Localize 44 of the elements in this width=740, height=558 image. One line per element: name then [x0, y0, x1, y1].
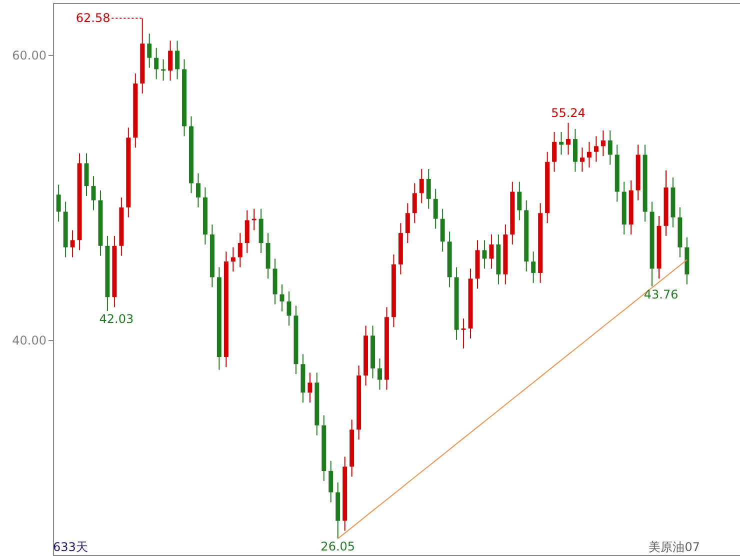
candlestick — [175, 40, 180, 80]
candlestick — [552, 131, 557, 172]
candlestick — [608, 130, 612, 166]
candlestick — [426, 168, 431, 210]
candlestick — [419, 168, 424, 204]
annotation: 42.03 — [99, 312, 134, 326]
candlestick — [154, 47, 159, 80]
candlestick — [573, 128, 578, 172]
candlestick — [586, 141, 592, 168]
candlestick — [433, 188, 438, 230]
candlestick — [161, 58, 166, 82]
candlestick — [405, 202, 410, 244]
candlestick — [244, 210, 250, 254]
candlestick — [238, 232, 242, 268]
annotation: 美原油07 — [648, 540, 700, 554]
annotation: 43.76 — [644, 287, 678, 302]
candlestick — [412, 182, 417, 224]
candlestick — [230, 246, 236, 272]
candlestick — [489, 234, 494, 270]
candlestick — [286, 290, 292, 326]
candlestick — [70, 230, 75, 258]
candlestick — [600, 130, 606, 157]
annotation: 55.24 — [551, 106, 586, 120]
candlestick — [56, 184, 61, 222]
candlestick — [594, 136, 598, 162]
candlestick — [566, 122, 570, 156]
candlestick — [91, 176, 96, 211]
candlestick — [328, 460, 334, 503]
candlestick — [531, 251, 536, 284]
annotation: 633天 — [53, 540, 88, 554]
candlestick — [308, 372, 312, 404]
annotation: 26.05 — [320, 540, 356, 554]
candlestick — [147, 33, 152, 68]
candlestick — [461, 318, 466, 349]
candlestick — [378, 358, 382, 390]
candlestick — [517, 181, 522, 221]
candlestick — [168, 40, 173, 82]
candlestick — [196, 172, 200, 208]
annotation: 62.58 — [76, 11, 110, 26]
candlestick — [440, 208, 445, 252]
y-tick-label: 40.00 — [12, 333, 46, 348]
candlestick — [482, 240, 487, 270]
y-tick-label: 60.00 — [12, 48, 46, 62]
candlestick — [580, 147, 584, 172]
